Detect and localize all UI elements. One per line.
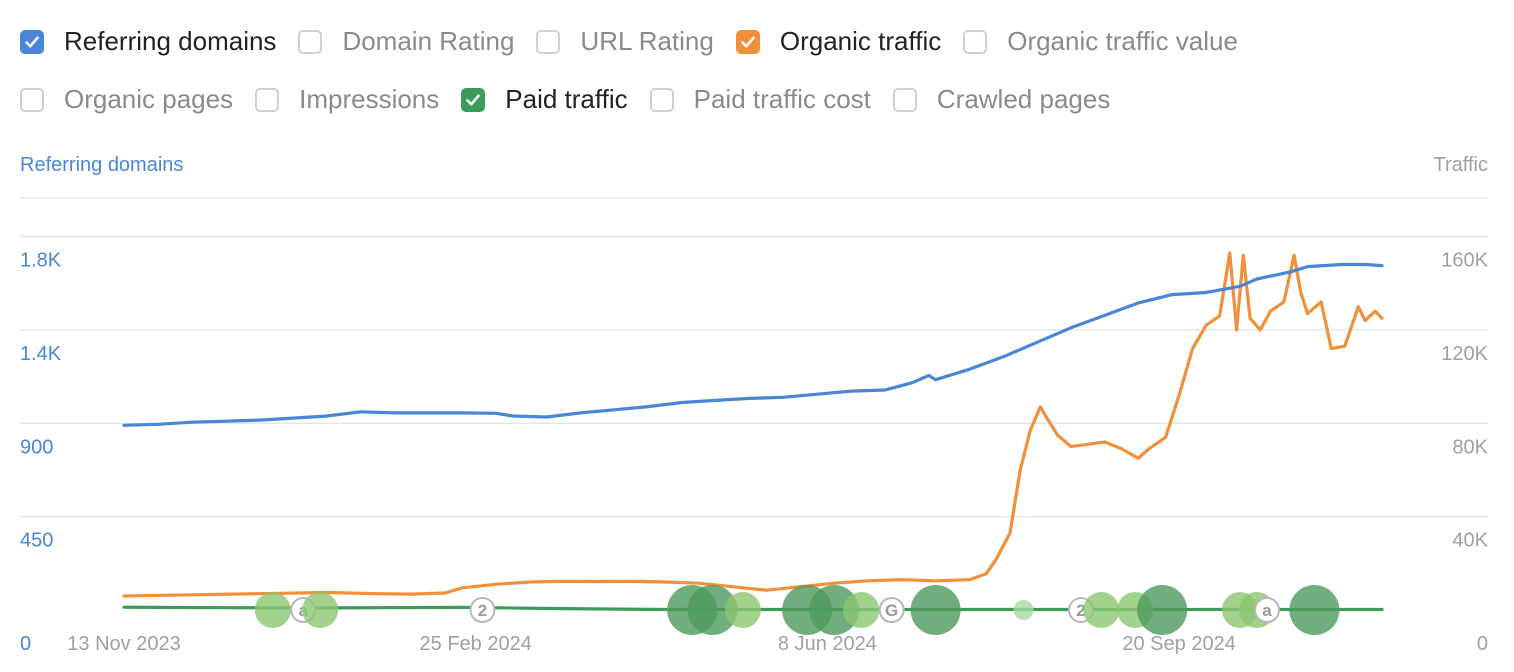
checkbox-organic-pages[interactable]: Organic pages [20, 84, 233, 115]
checkbox-box[interactable] [963, 29, 988, 54]
series-lines [122, 251, 1384, 612]
checkbox-box[interactable] [461, 87, 486, 112]
event-bubble[interactable] [302, 592, 339, 628]
left-tick-label: 1.8K [20, 250, 62, 272]
checkbox-box[interactable] [536, 29, 561, 54]
event-marker[interactable]: 2 [469, 597, 496, 623]
checkbox-impressions[interactable]: Impressions [255, 84, 439, 115]
checkbox-label: Organic traffic value [1007, 26, 1238, 56]
checkbox-label: Impressions [299, 84, 440, 114]
checkbox-box[interactable] [255, 87, 280, 112]
event-bubble[interactable] [687, 585, 738, 635]
series-line-referring-domains [122, 262, 1384, 427]
left-axis-title: Referring domains [20, 154, 183, 176]
event-bubble[interactable] [254, 592, 291, 628]
svg-text:2: 2 [478, 601, 487, 620]
checkmark-icon [25, 36, 39, 47]
svg-text:G: G [885, 601, 898, 620]
right-axis-title: Traffic [1434, 154, 1488, 176]
checkbox-crawled-pages[interactable]: Crawled pages [892, 84, 1111, 115]
checkbox-label: URL Rating [580, 26, 714, 56]
checkbox-organic-traffic[interactable]: Organic traffic [735, 26, 942, 57]
checkbox-label: Domain Rating [342, 26, 515, 56]
event-bubble[interactable] [1289, 585, 1340, 635]
checkbox-referring-domains[interactable]: Referring domains [20, 26, 276, 57]
left-tick-label: 450 [20, 530, 53, 552]
right-tick-label: 0 [1477, 633, 1488, 655]
left-tick-label: 900 [20, 436, 53, 458]
right-tick-label: 160K [1441, 250, 1488, 272]
checkmark-icon [466, 94, 481, 105]
event-bubble[interactable] [724, 592, 761, 628]
checkbox-box[interactable] [892, 87, 917, 112]
event-bubble[interactable] [1083, 592, 1120, 628]
x-tick-label: 8 Jun 2024 [778, 633, 877, 655]
checkbox-url-rating[interactable]: URL Rating [536, 26, 714, 57]
metric-toggle-row-1: Referring domains Domain Rating URL Rating… [20, 26, 1260, 57]
checkmark-icon [741, 36, 755, 47]
event-marker[interactable]: G [878, 597, 905, 623]
metric-toggle-row-2: Organic pages Impressions Paid traffic Paid… [20, 84, 1132, 115]
checkbox-label: Crawled pages [936, 84, 1111, 114]
event-bubbles: a2G2a [254, 585, 1340, 635]
checkbox-organic-traffic-value[interactable]: Organic traffic value [963, 26, 1238, 57]
checkbox-label: Organic pages [64, 84, 234, 114]
left-tick-label: 0 [20, 633, 31, 655]
left-tick-label: 1.4K [20, 343, 62, 365]
series-line-organic-traffic [122, 251, 1384, 598]
checkbox-box[interactable] [20, 87, 44, 112]
right-tick-label: 40K [1452, 530, 1488, 552]
checkbox-box[interactable] [20, 29, 44, 54]
checkbox-domain-rating[interactable]: Domain Rating [298, 26, 514, 57]
checkbox-box[interactable] [735, 29, 760, 54]
right-tick-label: 120K [1441, 343, 1488, 365]
checkbox-paid-traffic-cost[interactable]: Paid traffic cost [649, 84, 871, 115]
checkbox-label: Paid traffic [505, 84, 628, 114]
right-axis-ticks: 0 40K 80K 120K 160K [1441, 250, 1488, 655]
event-bubble[interactable] [1137, 585, 1188, 635]
svg-text:a: a [1262, 601, 1272, 620]
event-bubble[interactable] [1013, 600, 1034, 620]
overview-chart: Referring domains Traffic 0 450 900 1.4K 1.8… [20, 154, 1489, 656]
right-tick-label: 80K [1452, 436, 1488, 458]
checkbox-box[interactable] [298, 29, 323, 54]
x-tick-label: 13 Nov 2023 [67, 633, 180, 655]
checkbox-label: Referring domains [64, 26, 277, 56]
gridlines [20, 197, 1488, 518]
checkbox-paid-traffic[interactable]: Paid traffic [461, 84, 628, 115]
x-axis-ticks: 13 Nov 2023 25 Feb 2024 8 Jun 2024 20 Sep 2… [67, 633, 1236, 655]
x-tick-label: 20 Sep 2024 [1122, 633, 1235, 655]
checkbox-label: Organic traffic [779, 26, 942, 56]
x-tick-label: 25 Feb 2024 [420, 633, 532, 655]
event-marker[interactable]: a [1254, 597, 1281, 623]
event-bubble[interactable] [809, 585, 860, 635]
event-bubble[interactable] [910, 585, 961, 635]
checkbox-label: Paid traffic cost [693, 84, 871, 114]
checkbox-box[interactable] [649, 87, 674, 112]
left-axis-ticks: 0 450 900 1.4K 1.8K [20, 250, 62, 656]
event-bubble[interactable] [843, 592, 880, 628]
svg-text:2: 2 [1076, 601, 1085, 620]
